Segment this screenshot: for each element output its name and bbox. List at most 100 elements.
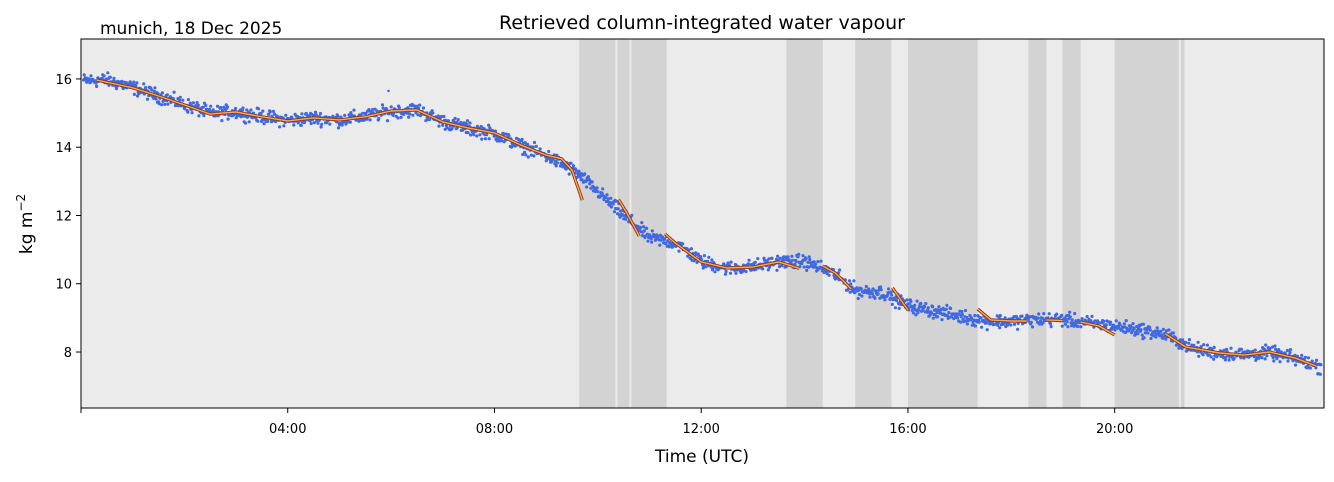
- data-point: [1196, 340, 1200, 344]
- data-point: [135, 94, 140, 98]
- data-point: [406, 106, 410, 110]
- data-point: [945, 303, 949, 307]
- data-point: [646, 239, 650, 243]
- data-point: [746, 262, 751, 266]
- data-point: [318, 111, 323, 116]
- data-point: [364, 112, 368, 116]
- data-point: [813, 262, 818, 266]
- data-point: [728, 271, 733, 275]
- y-tick-label: 12: [55, 209, 72, 224]
- data-point: [847, 279, 852, 283]
- data-point: [936, 315, 940, 319]
- data-point: [908, 302, 912, 306]
- data-point: [424, 119, 428, 123]
- data-point: [926, 306, 930, 310]
- data-point: [1268, 346, 1272, 350]
- data-point: [529, 153, 534, 157]
- data-point: [134, 83, 138, 87]
- data-point: [877, 288, 881, 292]
- data-point: [455, 120, 459, 124]
- data-point: [782, 258, 787, 262]
- data-point: [586, 175, 591, 179]
- data-point: [1288, 350, 1292, 355]
- data-point: [1090, 314, 1094, 318]
- smoothed-line: [977, 308, 1027, 322]
- data-point: [567, 172, 571, 176]
- data-point: [1223, 358, 1227, 362]
- data-point: [667, 245, 671, 249]
- data-point: [396, 116, 400, 120]
- data-point: [704, 265, 708, 269]
- data-point: [957, 312, 961, 316]
- data-point: [923, 305, 927, 309]
- data-point: [1070, 324, 1074, 328]
- data-point: [349, 111, 353, 115]
- data-point: [710, 258, 714, 262]
- data-point: [807, 255, 811, 259]
- data-point: [209, 104, 213, 108]
- data-point: [814, 265, 818, 269]
- data-point: [804, 257, 808, 261]
- data-point: [1270, 353, 1274, 357]
- data-point: [225, 105, 230, 109]
- data-point: [1306, 356, 1311, 360]
- data-point: [1080, 317, 1084, 321]
- data-point: [638, 225, 643, 229]
- data-point: [299, 123, 303, 127]
- data-point: [1109, 320, 1113, 324]
- data-point: [689, 247, 694, 251]
- data-point: [1164, 337, 1168, 341]
- data-point: [871, 287, 875, 291]
- shaded-interval: [1180, 39, 1185, 408]
- data-point: [664, 241, 668, 245]
- shaded-interval: [1028, 39, 1047, 408]
- data-point: [1319, 363, 1323, 367]
- data-point: [640, 234, 645, 238]
- data-point: [1159, 329, 1163, 333]
- data-point: [442, 114, 446, 119]
- data-point: [188, 101, 192, 105]
- data-point: [1274, 347, 1278, 351]
- data-point: [614, 199, 618, 203]
- data-point: [963, 308, 968, 313]
- data-point: [1148, 325, 1152, 330]
- data-point: [761, 267, 765, 271]
- data-point: [241, 106, 245, 110]
- data-point: [416, 113, 420, 117]
- data-point: [645, 226, 649, 230]
- data-point: [152, 89, 156, 93]
- data-point: [996, 323, 1000, 327]
- data-point: [864, 284, 868, 289]
- data-point: [1037, 312, 1041, 316]
- data-point: [931, 316, 935, 320]
- data-point: [870, 292, 875, 296]
- data-point: [407, 115, 411, 119]
- data-point: [816, 260, 820, 264]
- data-point: [408, 112, 412, 116]
- data-point: [713, 270, 717, 274]
- data-point: [343, 113, 347, 117]
- data-point: [368, 118, 372, 122]
- data-point: [733, 268, 737, 272]
- data-point: [538, 147, 542, 151]
- data-point: [387, 89, 390, 93]
- data-point: [806, 260, 810, 264]
- data-point: [531, 145, 535, 149]
- data-point: [220, 119, 224, 123]
- y-tick-label: 8: [64, 346, 72, 361]
- data-point: [1192, 343, 1196, 347]
- data-point: [87, 77, 91, 81]
- data-point: [154, 97, 158, 101]
- data-point: [949, 315, 953, 319]
- data-point: [859, 287, 863, 291]
- shaded-interval: [579, 39, 616, 408]
- data-point: [178, 95, 182, 99]
- data-point: [649, 237, 653, 241]
- smoothed-line: [617, 199, 640, 237]
- data-point: [1205, 343, 1209, 347]
- data-point: [271, 109, 275, 113]
- data-point: [1286, 359, 1290, 363]
- shaded-interval: [786, 39, 823, 408]
- data-point: [197, 114, 201, 118]
